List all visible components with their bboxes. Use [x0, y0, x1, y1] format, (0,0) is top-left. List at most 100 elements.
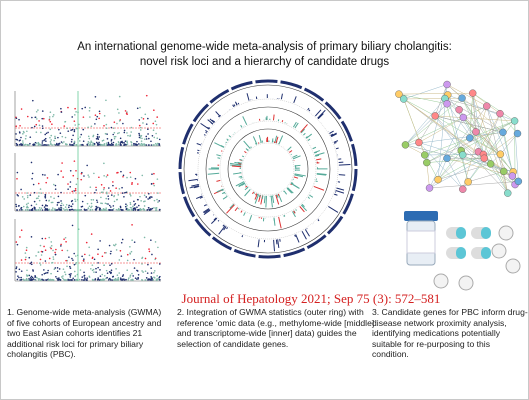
- dot: [44, 204, 47, 207]
- dot: [66, 127, 68, 130]
- dot: [145, 196, 148, 198]
- ring: [219, 120, 317, 218]
- dot: [91, 257, 94, 260]
- dot: [118, 272, 121, 274]
- node: [500, 167, 508, 176]
- dot: [37, 141, 40, 144]
- dot: [38, 192, 40, 194]
- dot: [110, 194, 113, 196]
- edge: [405, 98, 446, 146]
- dot: [20, 229, 23, 231]
- edge: [444, 98, 469, 182]
- node: [443, 154, 451, 162]
- dot: [51, 261, 54, 264]
- node: [464, 178, 472, 186]
- dot: [111, 209, 113, 211]
- bar: [204, 208, 210, 214]
- dot: [127, 134, 129, 137]
- dot: [136, 209, 139, 211]
- dot: [75, 278, 78, 281]
- dot: [50, 139, 52, 141]
- dot: [121, 275, 124, 278]
- dot: [60, 245, 62, 247]
- dot: [67, 106, 69, 109]
- dot: [88, 176, 90, 178]
- dot: [140, 126, 142, 129]
- dot: [22, 205, 25, 208]
- dot: [70, 205, 73, 208]
- circos-plot: [178, 79, 358, 259]
- dot: [145, 123, 148, 125]
- dot: [153, 109, 155, 111]
- dot: [90, 141, 93, 144]
- dot: [29, 136, 32, 138]
- dot: [113, 135, 116, 138]
- dot: [19, 124, 21, 127]
- dot: [95, 118, 98, 121]
- dot: [47, 131, 49, 134]
- dot: [53, 197, 55, 200]
- dot: [69, 209, 71, 211]
- dot: [42, 117, 45, 120]
- bar: [293, 210, 296, 214]
- dot: [137, 183, 139, 185]
- dot: [48, 199, 51, 202]
- bar: [330, 133, 334, 136]
- edge: [472, 93, 508, 194]
- dot: [51, 201, 54, 204]
- dot: [71, 144, 74, 146]
- caption-line: and transcriptome-wide [inner] data) gui…: [177, 328, 357, 339]
- dot: [16, 194, 19, 196]
- dot: [71, 138, 73, 141]
- bar: [270, 195, 273, 208]
- dot: [67, 188, 69, 190]
- dot: [66, 259, 69, 262]
- dot: [38, 144, 40, 146]
- dot: [67, 183, 69, 185]
- dot: [138, 136, 141, 139]
- dot: [120, 279, 123, 281]
- dot: [95, 267, 97, 270]
- dot: [54, 135, 56, 138]
- dot: [56, 277, 58, 280]
- chrom-band: [280, 80, 303, 90]
- dot: [84, 194, 87, 197]
- dot: [129, 203, 132, 206]
- bar: [239, 159, 243, 161]
- dot: [44, 193, 47, 196]
- bar: [295, 209, 297, 211]
- dot: [80, 178, 83, 181]
- dot: [113, 244, 116, 247]
- dot: [29, 262, 31, 265]
- dot: [48, 209, 50, 211]
- caption: 3. Candidate genes for PBC inform drug-d…: [372, 307, 528, 360]
- dot: [75, 209, 78, 211]
- dot: [150, 277, 153, 280]
- bar: [338, 174, 346, 176]
- dot: [140, 142, 143, 145]
- bar: [314, 152, 325, 156]
- bar: [235, 181, 245, 187]
- bar: [234, 207, 239, 212]
- dot: [31, 276, 34, 279]
- edge: [403, 98, 485, 159]
- dot: [112, 207, 115, 210]
- dot: [56, 201, 59, 204]
- dot: [143, 194, 146, 197]
- bar: [217, 219, 220, 222]
- bar: [188, 178, 198, 182]
- bar: [229, 162, 242, 166]
- dot: [26, 194, 29, 197]
- dot: [62, 277, 64, 280]
- dot: [88, 254, 91, 257]
- caption: 2. Integration of GWMA statistics (outer…: [177, 307, 374, 349]
- pills: [404, 211, 521, 291]
- node: [400, 95, 408, 103]
- dot: [27, 206, 29, 209]
- bar: [276, 194, 279, 198]
- dot: [78, 140, 81, 142]
- dot: [99, 275, 102, 277]
- dot: [132, 207, 135, 210]
- bar: [330, 132, 337, 137]
- dot: [111, 144, 113, 146]
